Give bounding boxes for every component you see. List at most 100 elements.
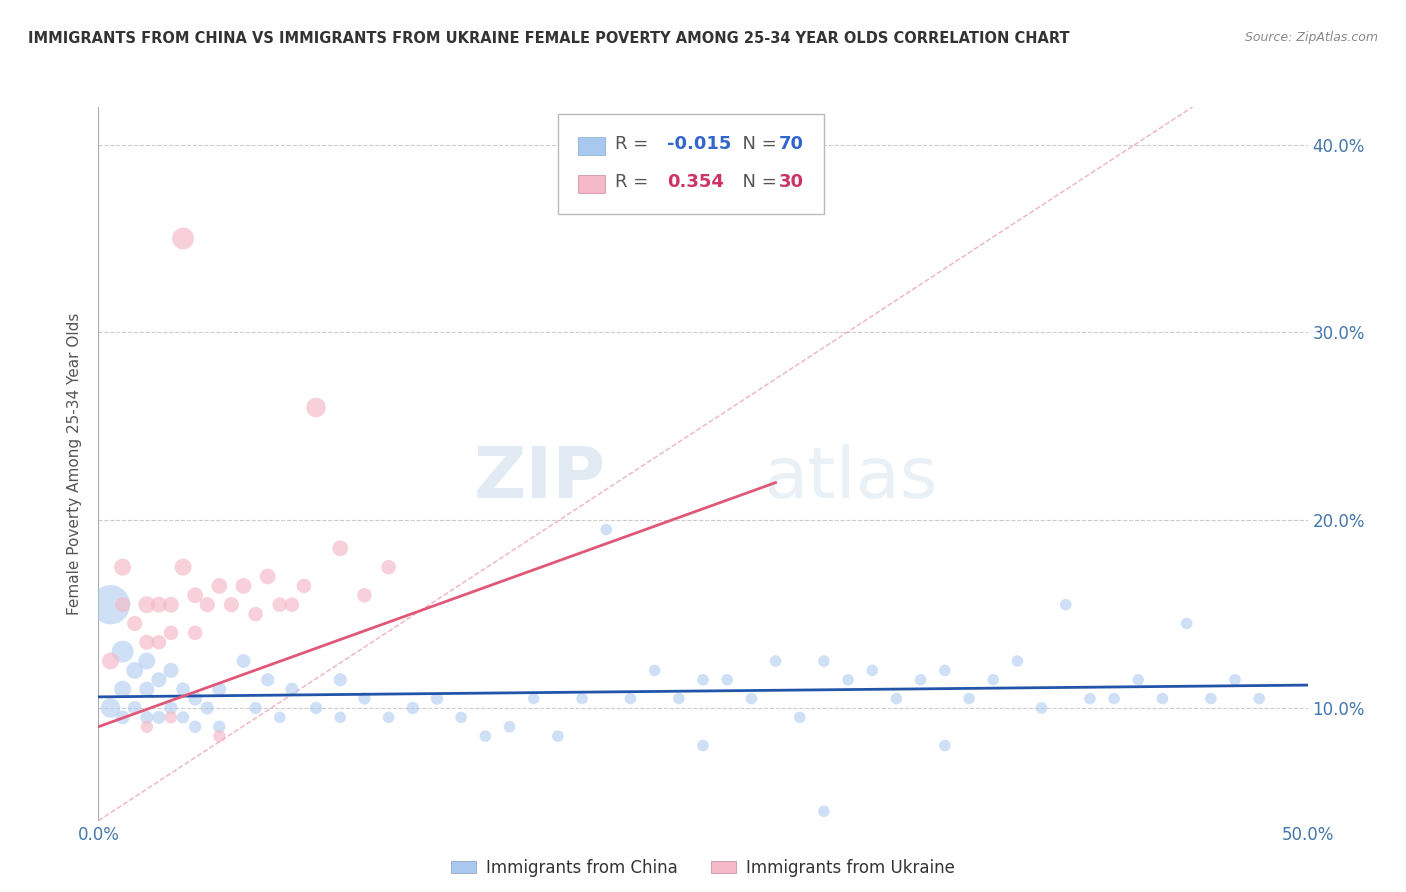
- Point: [208, 682, 231, 697]
- Point: [160, 598, 183, 612]
- Point: [281, 682, 304, 697]
- Point: [789, 710, 811, 724]
- Point: [111, 682, 134, 697]
- Point: [148, 598, 170, 612]
- Point: [148, 710, 170, 724]
- Point: [426, 691, 449, 706]
- Point: [100, 598, 122, 612]
- Point: [934, 739, 956, 753]
- Point: [195, 701, 218, 715]
- Point: [813, 654, 835, 668]
- Point: [172, 682, 194, 697]
- Text: -0.015: -0.015: [666, 136, 731, 153]
- Text: R =: R =: [614, 136, 654, 153]
- Point: [837, 673, 859, 687]
- Point: [245, 701, 267, 715]
- Point: [668, 691, 690, 706]
- Point: [135, 720, 157, 734]
- Point: [692, 739, 714, 753]
- Point: [148, 635, 170, 649]
- Point: [221, 598, 243, 612]
- Point: [329, 673, 352, 687]
- Point: [160, 710, 183, 724]
- Point: [232, 654, 254, 668]
- Point: [184, 625, 207, 640]
- Point: [100, 654, 122, 668]
- Point: [172, 710, 194, 724]
- Point: [886, 691, 908, 706]
- Point: [111, 645, 134, 659]
- Point: [765, 654, 787, 668]
- Point: [860, 664, 883, 678]
- Point: [353, 691, 375, 706]
- Point: [292, 579, 315, 593]
- Text: 0.354: 0.354: [666, 173, 724, 191]
- Point: [547, 729, 569, 743]
- Point: [184, 720, 207, 734]
- Point: [269, 598, 291, 612]
- Point: [208, 720, 231, 734]
- Point: [305, 401, 328, 415]
- Text: IMMIGRANTS FROM CHINA VS IMMIGRANTS FROM UKRAINE FEMALE POVERTY AMONG 25-34 YEAR: IMMIGRANTS FROM CHINA VS IMMIGRANTS FROM…: [28, 31, 1070, 46]
- Point: [692, 673, 714, 687]
- Text: 70: 70: [779, 136, 804, 153]
- Point: [111, 710, 134, 724]
- Point: [957, 691, 980, 706]
- Point: [135, 635, 157, 649]
- Text: R =: R =: [614, 173, 654, 191]
- Point: [148, 673, 170, 687]
- Point: [269, 710, 291, 724]
- Point: [498, 720, 520, 734]
- Point: [402, 701, 425, 715]
- Point: [981, 673, 1004, 687]
- Point: [329, 541, 352, 556]
- Point: [184, 588, 207, 602]
- Point: [716, 673, 738, 687]
- Text: Source: ZipAtlas.com: Source: ZipAtlas.com: [1244, 31, 1378, 45]
- Point: [184, 691, 207, 706]
- Point: [1078, 691, 1101, 706]
- Point: [1249, 691, 1271, 706]
- Point: [740, 691, 762, 706]
- Text: ZIP: ZIP: [474, 443, 606, 513]
- Text: N =: N =: [731, 173, 782, 191]
- Point: [124, 701, 146, 715]
- Point: [644, 664, 666, 678]
- Legend: Immigrants from China, Immigrants from Ukraine: Immigrants from China, Immigrants from U…: [444, 853, 962, 884]
- FancyBboxPatch shape: [558, 114, 824, 214]
- Point: [111, 560, 134, 574]
- Point: [256, 673, 278, 687]
- Point: [111, 598, 134, 612]
- Point: [1007, 654, 1029, 668]
- Point: [1128, 673, 1150, 687]
- Point: [1054, 598, 1077, 612]
- Point: [523, 691, 546, 706]
- Point: [208, 729, 231, 743]
- Point: [135, 598, 157, 612]
- Y-axis label: Female Poverty Among 25-34 Year Olds: Female Poverty Among 25-34 Year Olds: [67, 313, 83, 615]
- Point: [245, 607, 267, 621]
- Point: [1175, 616, 1198, 631]
- Point: [1223, 673, 1246, 687]
- Point: [256, 569, 278, 583]
- Point: [813, 804, 835, 818]
- Point: [1152, 691, 1174, 706]
- Text: 30: 30: [779, 173, 804, 191]
- Point: [910, 673, 932, 687]
- Point: [208, 579, 231, 593]
- Text: N =: N =: [731, 136, 782, 153]
- Point: [329, 710, 352, 724]
- Point: [124, 616, 146, 631]
- Point: [124, 664, 146, 678]
- Point: [595, 523, 617, 537]
- Point: [160, 625, 183, 640]
- Point: [377, 560, 399, 574]
- Point: [571, 691, 593, 706]
- Point: [305, 701, 328, 715]
- Point: [160, 664, 183, 678]
- Point: [172, 231, 194, 245]
- Point: [281, 598, 304, 612]
- Bar: [578, 137, 605, 155]
- Point: [1031, 701, 1053, 715]
- Point: [160, 701, 183, 715]
